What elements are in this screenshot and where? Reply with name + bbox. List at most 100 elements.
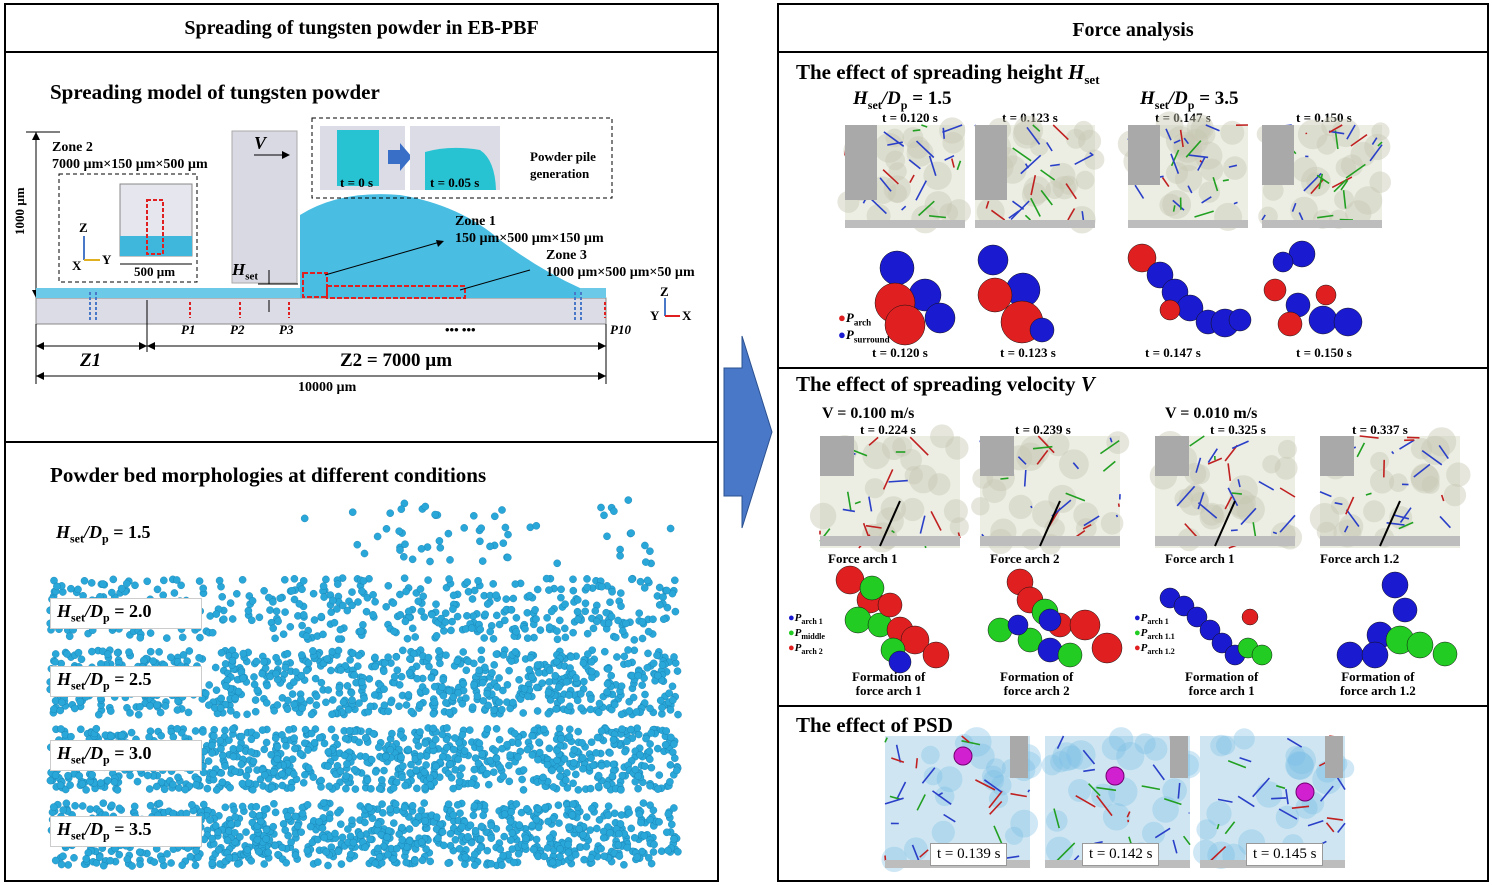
particle [906, 136, 930, 159]
particle [483, 600, 492, 608]
particle [109, 575, 118, 584]
particle [195, 577, 204, 585]
arch-particle [1272, 251, 1294, 273]
particle [476, 625, 485, 634]
particle [608, 588, 616, 596]
particle [630, 636, 639, 644]
particle [638, 634, 647, 643]
particle [300, 514, 309, 523]
particle [402, 587, 410, 596]
t0-label: t = 0 s [340, 175, 374, 190]
particle [532, 615, 540, 623]
particle [416, 585, 425, 593]
arch-particle [1091, 632, 1123, 664]
velocity-snapshot-2 [971, 431, 1130, 555]
particle [646, 704, 654, 713]
particle [333, 580, 342, 589]
particle [971, 497, 990, 516]
particle [143, 577, 151, 586]
particle [53, 582, 61, 591]
arch-particle [1038, 608, 1062, 632]
particle [117, 584, 126, 593]
particle [260, 587, 268, 595]
particle [290, 575, 299, 583]
z1-label: Z1 [80, 350, 102, 371]
particle [99, 580, 107, 588]
particle [288, 690, 297, 698]
force-chain [1117, 503, 1120, 507]
particle [146, 629, 155, 637]
particle [447, 626, 455, 635]
particle [1389, 473, 1408, 493]
velocity-label: V [254, 133, 267, 153]
particle [432, 632, 441, 640]
particle [556, 616, 564, 625]
height-snapshot-2 [974, 115, 1105, 234]
particle [463, 578, 472, 586]
particle [561, 624, 569, 633]
particle [255, 613, 264, 622]
particle [507, 606, 516, 614]
particle [408, 624, 417, 633]
substrate [845, 220, 965, 228]
particle [131, 581, 139, 590]
particle [146, 647, 155, 656]
axis2-x-label: X [682, 308, 692, 323]
particle [509, 594, 518, 603]
particle [343, 606, 352, 615]
dim-500-label: 500 µm [134, 264, 176, 279]
particle [607, 612, 616, 621]
particle [622, 619, 630, 628]
particle [431, 510, 439, 519]
particle [1041, 754, 1063, 776]
particle [362, 607, 371, 616]
tracked-particle [953, 746, 973, 766]
force-chain [1000, 477, 1009, 480]
particle [384, 582, 393, 590]
particle [593, 617, 601, 626]
particle [408, 555, 417, 564]
particle [649, 615, 657, 624]
particle [671, 576, 679, 585]
arch-particle [1251, 644, 1273, 666]
arch-particle [1029, 317, 1055, 343]
particle [269, 624, 278, 633]
particle [322, 575, 330, 584]
left-title-divider [6, 51, 717, 53]
arch-particle [1392, 597, 1418, 623]
particle [500, 616, 509, 625]
particle [445, 575, 453, 583]
probe-p3: P3 [279, 322, 294, 337]
particle [923, 161, 952, 190]
particle [499, 539, 508, 548]
particle [533, 585, 542, 594]
height-cluster-1 [874, 250, 956, 346]
particle [444, 529, 453, 538]
particle [353, 540, 362, 549]
particle [1019, 435, 1050, 466]
particle [1335, 157, 1357, 178]
probe-p2: P2 [230, 322, 245, 337]
particle [1233, 728, 1255, 750]
t005-label: t = 0.05 s [430, 175, 480, 190]
arch-particle [922, 641, 950, 669]
arch-particle [1007, 614, 1029, 636]
particle [536, 626, 545, 634]
particle [1443, 483, 1467, 507]
particle [532, 522, 541, 530]
particle [328, 596, 337, 605]
particle [1106, 431, 1130, 454]
particle [396, 590, 404, 599]
particle [574, 615, 582, 624]
particle [460, 524, 469, 532]
particle [1363, 500, 1386, 523]
particle [159, 576, 168, 585]
particle [671, 607, 680, 616]
force-chain [1230, 529, 1238, 532]
particle [644, 627, 653, 636]
particle [432, 600, 440, 609]
particle [356, 627, 365, 636]
particle [201, 689, 210, 698]
particle [435, 537, 444, 545]
particle [424, 576, 432, 584]
